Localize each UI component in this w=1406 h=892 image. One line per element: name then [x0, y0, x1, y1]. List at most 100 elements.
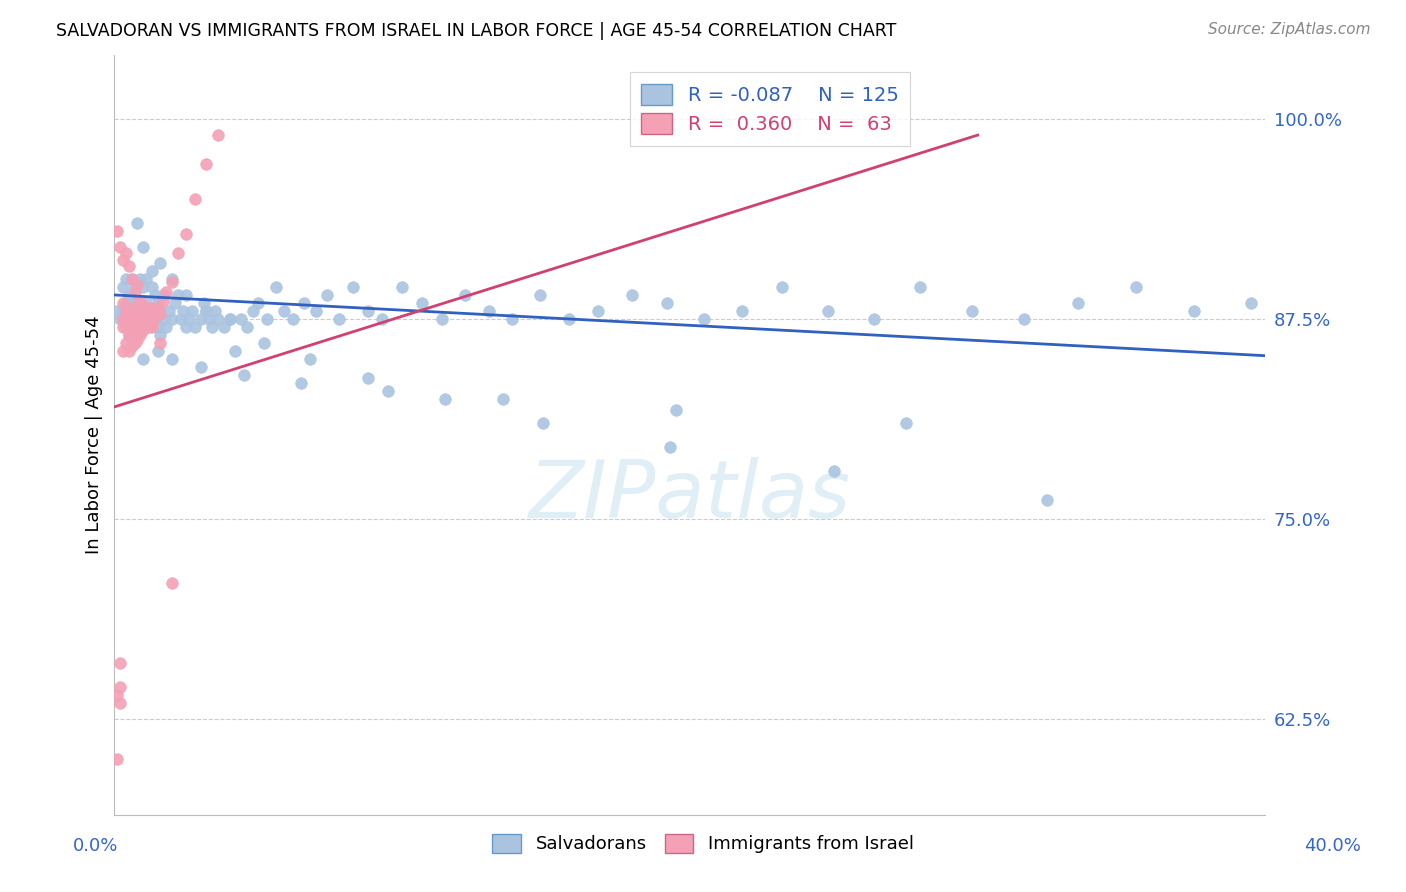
Text: ZIPatlas: ZIPatlas	[529, 457, 851, 534]
Point	[124, 304, 146, 318]
Point	[108, 656, 131, 670]
Point	[118, 343, 141, 358]
Point	[908, 280, 931, 294]
Point	[129, 312, 152, 326]
Point	[664, 403, 686, 417]
Point	[121, 272, 143, 286]
Point	[434, 392, 457, 406]
Point	[141, 280, 163, 294]
Point	[135, 317, 157, 331]
Point	[1240, 296, 1263, 310]
Point	[132, 323, 155, 337]
Point	[127, 296, 149, 310]
Point	[172, 304, 194, 318]
Point	[112, 304, 135, 318]
Point	[118, 312, 141, 326]
Point	[195, 304, 218, 318]
Point	[118, 304, 141, 318]
Point	[121, 296, 143, 310]
Point	[135, 296, 157, 310]
Point	[247, 296, 270, 310]
Point	[201, 320, 224, 334]
Point	[454, 288, 477, 302]
Point	[124, 285, 146, 299]
Point	[152, 312, 174, 326]
Point	[218, 312, 240, 326]
Point	[166, 246, 188, 260]
Point	[305, 304, 328, 318]
Point	[127, 320, 149, 334]
Point	[149, 304, 172, 318]
Point	[135, 312, 157, 326]
Point	[342, 280, 364, 294]
Point	[316, 288, 339, 302]
Point	[163, 296, 186, 310]
Point	[132, 280, 155, 294]
Point	[124, 335, 146, 350]
Point	[160, 575, 183, 590]
Point	[124, 307, 146, 321]
Point	[135, 304, 157, 318]
Point	[112, 312, 135, 326]
Point	[207, 312, 229, 326]
Point	[169, 312, 191, 326]
Point	[152, 288, 174, 302]
Point	[160, 272, 183, 286]
Point	[179, 312, 201, 326]
Point	[558, 312, 581, 326]
Point	[135, 307, 157, 321]
Point	[1182, 304, 1205, 318]
Point	[166, 288, 188, 302]
Point	[115, 320, 138, 334]
Point	[190, 312, 212, 326]
Point	[127, 278, 149, 293]
Point	[141, 312, 163, 326]
Point	[118, 327, 141, 342]
Point	[146, 343, 169, 358]
Point	[204, 304, 226, 318]
Point	[290, 376, 312, 390]
Point	[108, 680, 131, 694]
Point	[155, 320, 177, 334]
Point	[960, 304, 983, 318]
Point	[236, 320, 259, 334]
Point	[198, 312, 221, 326]
Point	[108, 696, 131, 710]
Point	[146, 301, 169, 315]
Point	[432, 312, 454, 326]
Point	[105, 751, 128, 765]
Point	[212, 320, 235, 334]
Point	[121, 323, 143, 337]
Point	[121, 320, 143, 334]
Point	[1035, 492, 1057, 507]
Point	[138, 304, 160, 318]
Point	[112, 296, 135, 310]
Point	[149, 307, 172, 321]
Point	[132, 307, 155, 321]
Point	[218, 312, 240, 326]
Point	[242, 304, 264, 318]
Point	[193, 296, 215, 310]
Point	[224, 343, 246, 358]
Point	[124, 327, 146, 342]
Point	[731, 304, 754, 318]
Point	[176, 320, 198, 334]
Point	[377, 384, 399, 398]
Point	[115, 335, 138, 350]
Point	[411, 296, 433, 310]
Point	[371, 312, 394, 326]
Point	[823, 464, 845, 478]
Point	[118, 259, 141, 273]
Point	[129, 294, 152, 309]
Text: SALVADORAN VS IMMIGRANTS FROM ISRAEL IN LABOR FORCE | AGE 45-54 CORRELATION CHAR: SALVADORAN VS IMMIGRANTS FROM ISRAEL IN …	[56, 22, 897, 40]
Point	[129, 301, 152, 315]
Point	[105, 224, 128, 238]
Point	[160, 312, 183, 326]
Point	[658, 440, 681, 454]
Point	[143, 310, 166, 325]
Point	[121, 312, 143, 326]
Point	[121, 301, 143, 315]
Point	[770, 280, 793, 294]
Point	[135, 272, 157, 286]
Point	[124, 280, 146, 294]
